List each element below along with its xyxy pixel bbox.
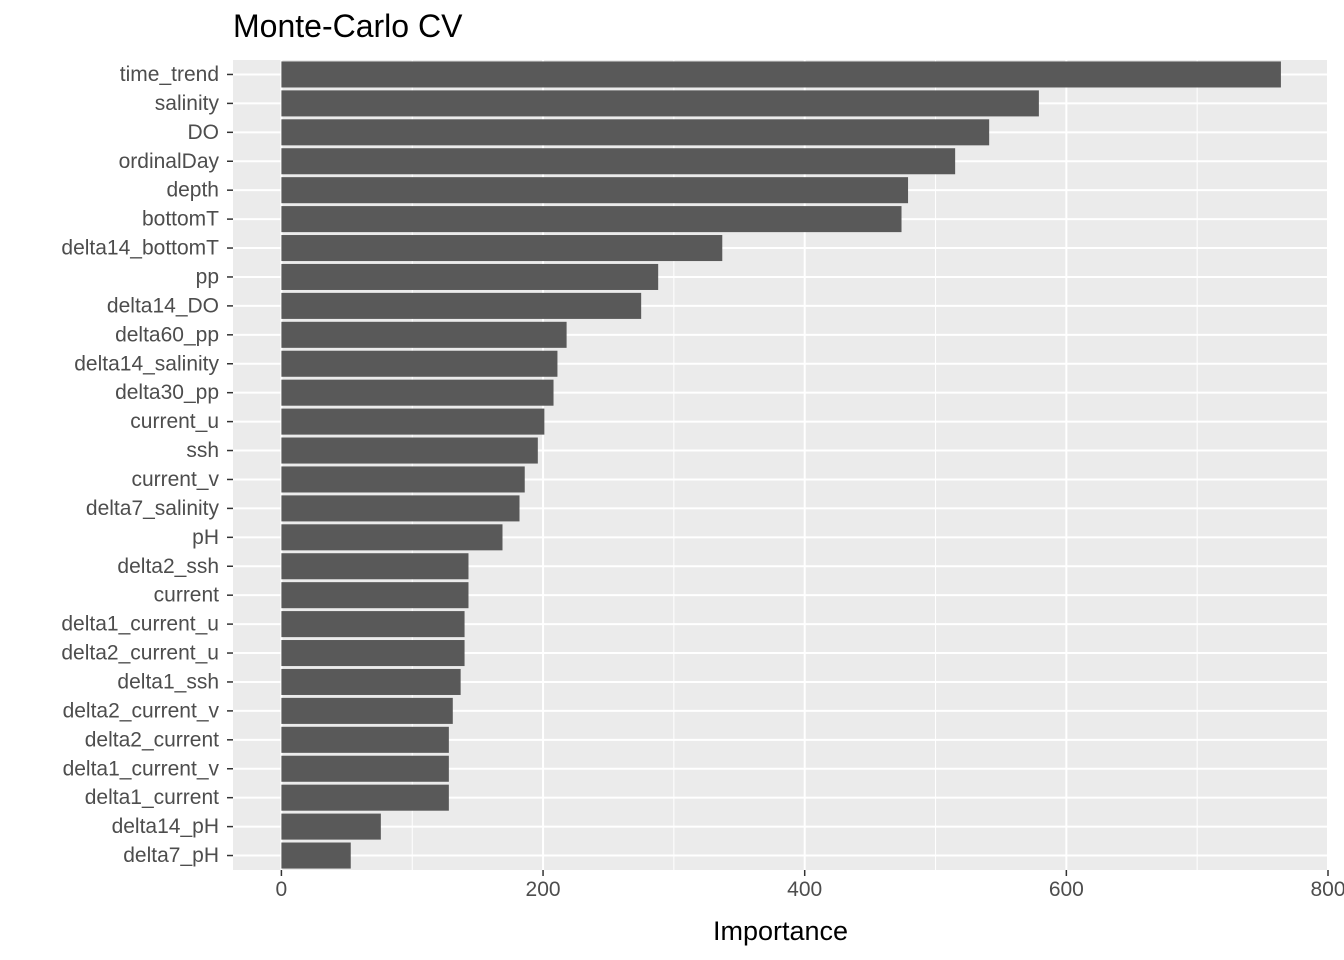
bar-ssh (281, 437, 538, 464)
bar-DO (281, 119, 990, 146)
y-tick-label: ordinalDay (119, 150, 220, 173)
bar-bottomT (281, 206, 902, 233)
bar-delta7_salinity (281, 495, 520, 522)
y-tick-label: current_v (131, 468, 219, 491)
bar-delta14_DO (281, 292, 642, 319)
y-tick-label: delta2_ssh (117, 555, 219, 578)
x-tick-label: 600 (1049, 878, 1084, 901)
x-tick-label: 200 (526, 878, 561, 901)
y-tick-label: current (154, 584, 220, 607)
bar-delta7_pH (281, 842, 351, 869)
bar-delta2_current_u (281, 640, 465, 667)
bar-delta1_current_v (281, 755, 449, 782)
bar-pH (281, 524, 503, 551)
y-tick-label: depth (166, 179, 219, 202)
bars (281, 61, 1281, 869)
y-tick-label: delta7_pH (123, 844, 219, 867)
bar-delta1_ssh (281, 668, 461, 695)
bar-delta60_pp (281, 321, 567, 348)
y-tick-label: delta2_current_u (61, 642, 219, 665)
bar-delta14_salinity (281, 350, 558, 377)
bar-depth (281, 177, 909, 204)
y-tick-label: bottomT (142, 208, 219, 231)
y-tick-label: delta1_current_u (61, 613, 219, 636)
bar-delta2_current_v (281, 697, 453, 724)
y-tick-label: delta14_DO (107, 294, 219, 317)
y-tick-label: time_trend (120, 63, 219, 86)
bar-current_v (281, 466, 525, 493)
x-tick-label: 0 (276, 878, 288, 901)
y-tick-label: delta30_pp (115, 381, 219, 404)
bar-time_trend (281, 61, 1281, 88)
y-tick-label: delta1_current (85, 786, 219, 809)
bar-pp (281, 263, 659, 290)
y-axis: time_trend salinity DO ordinalDay depth botto… (61, 63, 233, 867)
bar-delta30_pp (281, 379, 554, 406)
y-tick-label: delta2_current (85, 728, 219, 751)
y-tick-label: current_u (130, 410, 219, 433)
y-tick-label: salinity (155, 92, 220, 115)
bar-delta2_current (281, 726, 449, 753)
y-tick-label: delta60_pp (115, 323, 219, 346)
bar-delta2_ssh (281, 553, 469, 580)
bar-delta14_pH (281, 813, 381, 840)
y-tick-label: DO (188, 121, 220, 144)
y-tick-label: delta1_current_v (63, 757, 220, 780)
y-tick-label: delta14_pH (112, 815, 219, 838)
y-tick-label: pp (196, 265, 219, 288)
y-tick-label: ssh (186, 439, 219, 462)
bar-salinity (281, 90, 1039, 117)
bar-current_u (281, 408, 545, 435)
bar-delta1_current (281, 784, 449, 811)
bar-ordinalDay (281, 148, 956, 175)
y-tick-label: delta14_salinity (74, 352, 219, 375)
y-tick-label: pH (192, 526, 219, 549)
x-axis-title: Importance (713, 916, 848, 946)
x-axis: 0 200 400 600 800 (276, 870, 1344, 901)
y-tick-label: delta2_current_v (63, 699, 220, 722)
bar-delta14_bottomT (281, 235, 723, 262)
chart-title: Monte-Carlo CV (233, 8, 463, 44)
x-tick-label: 800 (1310, 878, 1344, 901)
y-tick-label: delta14_bottomT (61, 237, 219, 260)
y-tick-label: delta7_salinity (86, 497, 220, 520)
y-tick-label: delta1_ssh (117, 670, 219, 693)
bar-delta1_current_u (281, 611, 465, 638)
bar-current (281, 582, 469, 609)
x-tick-label: 400 (787, 878, 822, 901)
